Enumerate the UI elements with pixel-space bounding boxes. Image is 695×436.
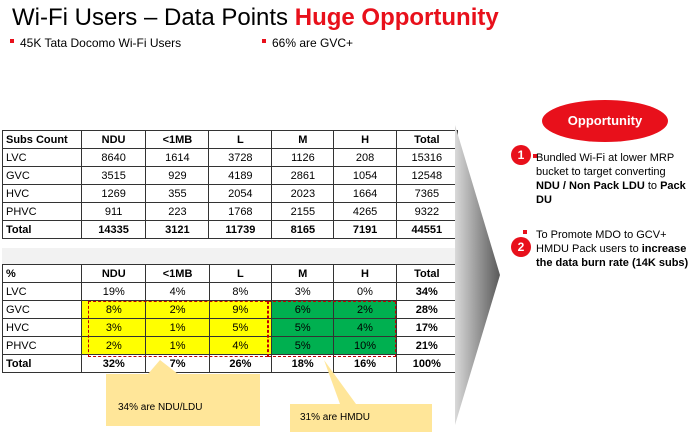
opportunity-item-1-bold: NDU / Non Pack LDU — [536, 180, 645, 192]
hmdu-callout-pointer — [324, 360, 356, 404]
table-cell: 11739 — [208, 220, 273, 239]
percent-table: % NDU <1MB L M H Total LVC 19% 4% 8% 3% 0% 34% GVC 8% 2%… — [1, 264, 459, 373]
column-header: <1MB — [145, 264, 210, 283]
table-cell: 5% — [208, 318, 273, 337]
row-label: LVC — [1, 282, 83, 301]
bullet-marker-icon — [262, 39, 266, 43]
row-label: Total — [1, 354, 83, 373]
step-1-icon: 1 — [511, 145, 531, 165]
table-cell: 26% — [208, 354, 273, 373]
ndu-ldu-callout: 34% are NDU/LDU — [106, 374, 260, 426]
bullet-marker-icon — [523, 230, 527, 234]
table-cell: 10% — [333, 336, 397, 355]
table-cell: 18% — [270, 354, 335, 373]
opportunity-item-1: Bundled Wi-Fi at lower MRP bucket to tar… — [536, 151, 691, 207]
table-row: HVC 3% 1% 5% 5% 4% 17% — [1, 318, 459, 337]
table-row: GVC 3515 929 4189 2861 1054 12548 — [2, 166, 459, 185]
table-cell: 100% — [395, 354, 459, 373]
bullet-marker-icon — [10, 39, 14, 43]
bullet-wifi-users: 45K Tata Docomo Wi-Fi Users — [10, 36, 181, 50]
row-label: Total — [2, 220, 82, 239]
title-highlight: Huge Opportunity — [294, 4, 499, 31]
table-cell: 7191 — [333, 220, 397, 239]
table-cell: 32% — [81, 354, 147, 373]
table-cell: 929 — [145, 166, 210, 185]
table-cell: 14335 — [80, 220, 147, 239]
table-cell: 5% — [270, 318, 335, 337]
row-label: HVC — [2, 184, 82, 203]
hmdu-highlight-box — [268, 301, 396, 357]
bullet-gvc: 66% are GVC+ — [262, 36, 353, 50]
bullet-text: 66% are GVC+ — [272, 36, 354, 50]
opportunity-item-2-bold: increase the data burn rate (14K subs) — [536, 243, 689, 269]
chevron-arrow-icon — [455, 125, 500, 425]
table-cell: 44551 — [395, 220, 459, 239]
opportunity-badge: Opportunity — [542, 100, 668, 142]
title-text: Wi-Fi Users – Data Points — [12, 4, 295, 31]
table-cell: 28% — [395, 300, 459, 319]
table-cell: 1614 — [145, 148, 210, 167]
opportunity-item-1-text: Bundled Wi-Fi at lower MRP bucket to tar… — [536, 152, 674, 178]
page-title: Wi-Fi Users – Data Points Huge Opportuni… — [12, 4, 499, 32]
table-cell: 8165 — [271, 220, 335, 239]
hmdu-callout-text: 31% are HMDU — [300, 412, 371, 423]
hmdu-callout: 31% are HMDU — [290, 404, 432, 432]
ndu-callout-pointer — [148, 360, 178, 374]
table-cell: 3121 — [145, 220, 210, 239]
table-cell: 15316 — [395, 148, 459, 167]
bullet-text: 45K Tata Docomo Wi-Fi Users — [20, 36, 182, 50]
bullet-marker-icon — [533, 154, 537, 158]
table-cell: 208 — [333, 148, 397, 167]
table-row: Total 14335 3121 11739 8165 7191 44551 — [2, 220, 459, 239]
step-2-icon: 2 — [511, 237, 531, 257]
table-cell: 8640 — [80, 148, 147, 167]
table-cell: 3% — [81, 318, 147, 337]
table-row: LVC 8640 1614 3728 1126 208 15316 — [2, 148, 459, 167]
opportunity-item-1-text2: to — [644, 180, 661, 192]
opportunity-item-2-text: To Promote MDO to GCV+ HMDU Pack users t… — [536, 229, 667, 255]
table-row: Total 32% 7% 26% 18% 16% 100% — [1, 354, 459, 373]
table-cell: 1% — [145, 336, 210, 355]
header-row: Subs Count NDU <1MB L M H Total — [2, 130, 459, 149]
column-header: Subs Count — [2, 130, 82, 149]
table-gap — [2, 248, 458, 264]
subs-count-table: Subs Count NDU <1MB L M H Total LVC 8640 1614 3728… — [2, 130, 459, 239]
ndu-ldu-callout-text: 34% are NDU/LDU — [118, 402, 203, 413]
table-cell: 9% — [208, 300, 273, 319]
opportunity-item-1-bold2: Pack DU — [536, 180, 686, 206]
table-cell: 16% — [333, 354, 397, 373]
opportunity-item-2: To Promote MDO to GCV+ HMDU Pack users t… — [536, 228, 691, 270]
ndu-ldu-highlight-box — [88, 301, 268, 357]
table-cell: 2% — [145, 300, 210, 319]
